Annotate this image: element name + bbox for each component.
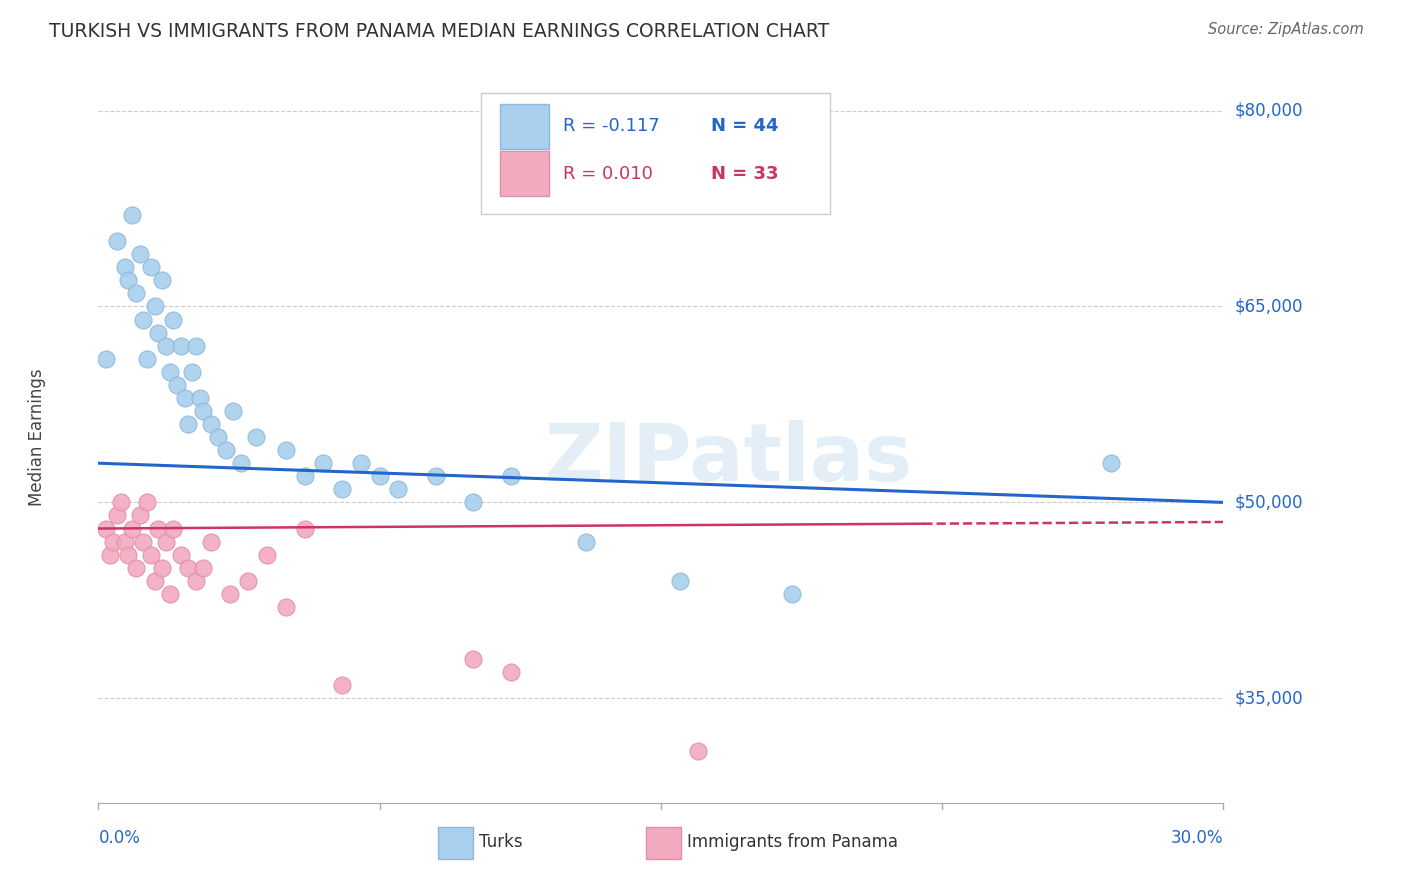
Point <box>184 338 207 352</box>
Point <box>94 351 117 366</box>
FancyBboxPatch shape <box>501 103 550 149</box>
Point <box>294 521 316 535</box>
Point <box>98 548 121 562</box>
Point <box>132 534 155 549</box>
Point <box>148 326 170 340</box>
Point <box>121 521 143 535</box>
Point <box>114 534 136 549</box>
Text: Turks: Turks <box>478 833 522 851</box>
Point <box>780 587 803 601</box>
Point <box>256 548 278 562</box>
Text: Median Earnings: Median Earnings <box>28 368 45 506</box>
Point <box>136 495 159 509</box>
Text: Source: ZipAtlas.com: Source: ZipAtlas.com <box>1208 22 1364 37</box>
Point <box>94 521 117 535</box>
Text: Immigrants from Panama: Immigrants from Panama <box>686 833 897 851</box>
Text: $35,000: $35,000 <box>1234 690 1303 707</box>
Point <box>425 469 447 483</box>
Point <box>155 534 177 549</box>
Point <box>312 456 335 470</box>
Point <box>139 260 162 275</box>
Point <box>177 417 200 431</box>
FancyBboxPatch shape <box>647 827 681 859</box>
Point <box>188 391 211 405</box>
Point <box>121 208 143 222</box>
Text: 0.0%: 0.0% <box>98 829 141 847</box>
Point <box>162 312 184 326</box>
Point <box>330 678 353 692</box>
Point <box>177 560 200 574</box>
Point <box>274 443 297 458</box>
Point <box>150 273 173 287</box>
Text: $65,000: $65,000 <box>1234 297 1303 316</box>
Point <box>173 391 195 405</box>
Point <box>159 365 181 379</box>
Point <box>139 548 162 562</box>
Point <box>105 508 128 523</box>
Point <box>105 234 128 248</box>
Point <box>170 548 193 562</box>
Point <box>688 743 710 757</box>
FancyBboxPatch shape <box>481 94 830 214</box>
Point <box>207 430 229 444</box>
Point <box>136 351 159 366</box>
Text: R = 0.010: R = 0.010 <box>562 165 652 183</box>
Point <box>110 495 132 509</box>
Text: 30.0%: 30.0% <box>1171 829 1223 847</box>
Point <box>143 300 166 314</box>
Point <box>155 338 177 352</box>
Point <box>463 652 485 666</box>
Point <box>463 495 485 509</box>
Point <box>245 430 267 444</box>
Text: TURKISH VS IMMIGRANTS FROM PANAMA MEDIAN EARNINGS CORRELATION CHART: TURKISH VS IMMIGRANTS FROM PANAMA MEDIAN… <box>49 22 830 41</box>
Point <box>170 338 193 352</box>
Point <box>575 534 598 549</box>
Point <box>200 417 222 431</box>
Point <box>128 247 150 261</box>
Point <box>274 599 297 614</box>
FancyBboxPatch shape <box>439 827 472 859</box>
Point <box>499 665 522 680</box>
Point <box>368 469 391 483</box>
Point <box>193 404 215 418</box>
Point <box>218 587 240 601</box>
Point <box>103 534 125 549</box>
Text: N = 33: N = 33 <box>711 165 779 183</box>
Point <box>132 312 155 326</box>
Point <box>128 508 150 523</box>
FancyBboxPatch shape <box>501 152 550 196</box>
Text: N = 44: N = 44 <box>711 117 779 136</box>
Point <box>350 456 373 470</box>
Point <box>215 443 238 458</box>
Point <box>117 548 139 562</box>
Point <box>148 521 170 535</box>
Point <box>159 587 181 601</box>
Point <box>238 574 260 588</box>
Point <box>387 483 409 497</box>
Point <box>222 404 245 418</box>
Point <box>294 469 316 483</box>
Point <box>200 534 222 549</box>
Text: $80,000: $80,000 <box>1234 102 1303 120</box>
Point <box>499 469 522 483</box>
Point <box>114 260 136 275</box>
Point <box>166 377 188 392</box>
Point <box>1099 456 1122 470</box>
Text: R = -0.117: R = -0.117 <box>562 117 659 136</box>
Point <box>193 560 215 574</box>
Point <box>125 286 148 301</box>
Point <box>668 574 690 588</box>
Text: $50,000: $50,000 <box>1234 493 1303 511</box>
Point <box>150 560 173 574</box>
Point <box>330 483 353 497</box>
Point <box>117 273 139 287</box>
Point <box>125 560 148 574</box>
Point <box>184 574 207 588</box>
Point <box>181 365 204 379</box>
Point <box>229 456 252 470</box>
Point <box>162 521 184 535</box>
Point <box>143 574 166 588</box>
Text: ZIPatlas: ZIPatlas <box>544 420 912 498</box>
